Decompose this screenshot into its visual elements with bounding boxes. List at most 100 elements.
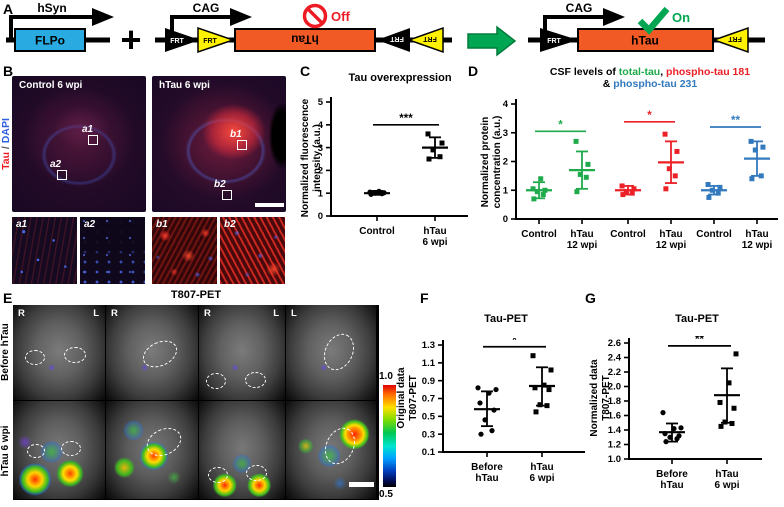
panel-d-title: CSF levels of total-tau, phospho-tau 181… — [500, 66, 784, 90]
colorbar-max-label: 1.0 — [379, 371, 393, 382]
inset-mark-box — [222, 190, 232, 200]
inset-image-a2: a2 — [80, 217, 145, 284]
frt-label: FRT — [170, 38, 184, 45]
svg-text:1.6: 1.6 — [608, 411, 621, 422]
plus-sign: + — [120, 19, 141, 60]
panel-c-y-axis-label: Normalized fluorescence intensity (a.u.) — [300, 98, 323, 218]
svg-text:1: 1 — [503, 185, 509, 196]
panel-g-label: G — [585, 290, 596, 306]
pet-sagittal-right-htau — [106, 401, 198, 499]
svg-text:Control: Control — [610, 229, 646, 240]
row-label-before-htau: Before hTau — [0, 323, 11, 381]
pet-coronal-htau — [13, 401, 105, 499]
panel-a-label: A — [3, 1, 14, 17]
cag-promoter-label: CAG — [193, 1, 220, 15]
svg-text:0.5: 0.5 — [422, 412, 436, 423]
roi-outline — [319, 422, 361, 470]
hsyn-promoter-arrow — [9, 15, 92, 40]
mri-sagittal-left-before: L — [286, 305, 376, 400]
roi-outline — [27, 444, 45, 458]
roi-outline — [246, 465, 267, 481]
title-part: phospho-tau 231 — [613, 78, 698, 90]
svg-text:hTau: hTau — [745, 229, 768, 240]
roi-outline — [142, 422, 186, 462]
frt-label: FRT — [422, 35, 436, 42]
roi-outline — [208, 467, 228, 483]
svg-text:0.9: 0.9 — [422, 376, 435, 387]
frt-label: FRT — [389, 35, 403, 42]
inset-label: a2 — [84, 219, 96, 230]
svg-text:12 wpi: 12 wpi — [567, 240, 598, 251]
orientation-label-l: L — [273, 308, 279, 319]
htau-gene-label: hTau — [631, 34, 659, 48]
on-checkmark-icon — [637, 6, 670, 35]
frt-site-yellow-reverse — [406, 26, 444, 54]
panel-b-label: B — [3, 63, 14, 79]
svg-text:0.7: 0.7 — [422, 394, 435, 405]
svg-text:5: 5 — [318, 97, 324, 108]
pet-colorbar — [383, 385, 396, 487]
panel-a-construct-diagram: hSyn FLPo + CAG FRT FRT hTau FRT FRT Off… — [6, 1, 765, 60]
panel-c-label: C — [300, 63, 311, 79]
svg-text:2: 2 — [318, 166, 323, 177]
frt-site-black-reverse — [377, 28, 410, 52]
svg-text:Before: Before — [656, 469, 688, 480]
title-part: phospho-tau 181 — [666, 66, 751, 78]
inset-mark-label: a1 — [82, 124, 94, 135]
panel-e-title: T807-PET — [170, 289, 222, 301]
panel-e-label: E — [3, 290, 13, 306]
off-prohibition-slash — [306, 7, 324, 25]
inset-label: b1 — [156, 219, 168, 230]
svg-text:2: 2 — [503, 157, 508, 168]
cag-promoter-arrowhead — [230, 8, 252, 26]
svg-text:*: * — [558, 119, 563, 131]
svg-text:hTau: hTau — [475, 473, 498, 484]
frt-site-yellow-forward — [197, 26, 236, 54]
svg-text:6 wpi: 6 wpi — [529, 473, 554, 484]
svg-text:**: ** — [731, 115, 740, 127]
svg-text:2.4: 2.4 — [608, 353, 622, 364]
svg-text:**: ** — [695, 336, 704, 346]
inset-image-b1: b1 — [152, 217, 217, 284]
roi-outline — [138, 335, 182, 373]
inset-image-a1: a1 — [12, 217, 77, 284]
scale-bar — [349, 482, 374, 487]
inset-mark-box — [57, 170, 67, 180]
panel-d-y-axis-label: Normalized protein concentration (a.u.) — [480, 115, 503, 209]
stain-axis-label: Tau / DAPI — [0, 89, 14, 199]
inset-label: b2 — [224, 219, 236, 230]
title-part: total-tau — [618, 66, 661, 78]
flpo-gene-box — [14, 28, 86, 52]
svg-text:4: 4 — [503, 99, 509, 110]
svg-text:6 wpi: 6 wpi — [422, 237, 447, 248]
tau-stain-label: Tau — [0, 151, 12, 170]
svg-text:hTau: hTau — [659, 229, 682, 240]
pet-coronal2-htau — [199, 401, 285, 499]
roi-outline — [25, 350, 45, 365]
svg-text:0.1: 0.1 — [422, 447, 436, 458]
svg-text:2.6: 2.6 — [608, 338, 621, 349]
svg-text:1.2: 1.2 — [608, 440, 621, 451]
orientation-label-r: R — [111, 308, 118, 319]
title-part: & — [602, 78, 614, 90]
svg-text:4: 4 — [318, 120, 324, 131]
panel-g-y-axis-label: Normalized data T807-PET — [589, 359, 612, 437]
roi-outline — [61, 441, 81, 456]
orientation-label-l: L — [93, 308, 99, 319]
htau-gene-box-inverted — [234, 28, 376, 52]
orientation-label-r: R — [204, 308, 211, 319]
frt-site-black-forward — [540, 28, 578, 52]
svg-text:3: 3 — [318, 143, 323, 154]
flpo-gene-label: FLPo — [35, 34, 65, 48]
hsyn-promoter-arrowhead — [92, 8, 114, 26]
svg-text:3: 3 — [503, 128, 508, 139]
svg-text:1.8: 1.8 — [608, 396, 621, 407]
svg-text:*: * — [512, 338, 517, 347]
frt-site-yellow-reverse — [711, 26, 749, 54]
svg-text:hTau: hTau — [570, 229, 593, 240]
recombination-arrow-icon — [467, 25, 517, 57]
htau-gene-label-inverted: hTau — [291, 33, 319, 47]
